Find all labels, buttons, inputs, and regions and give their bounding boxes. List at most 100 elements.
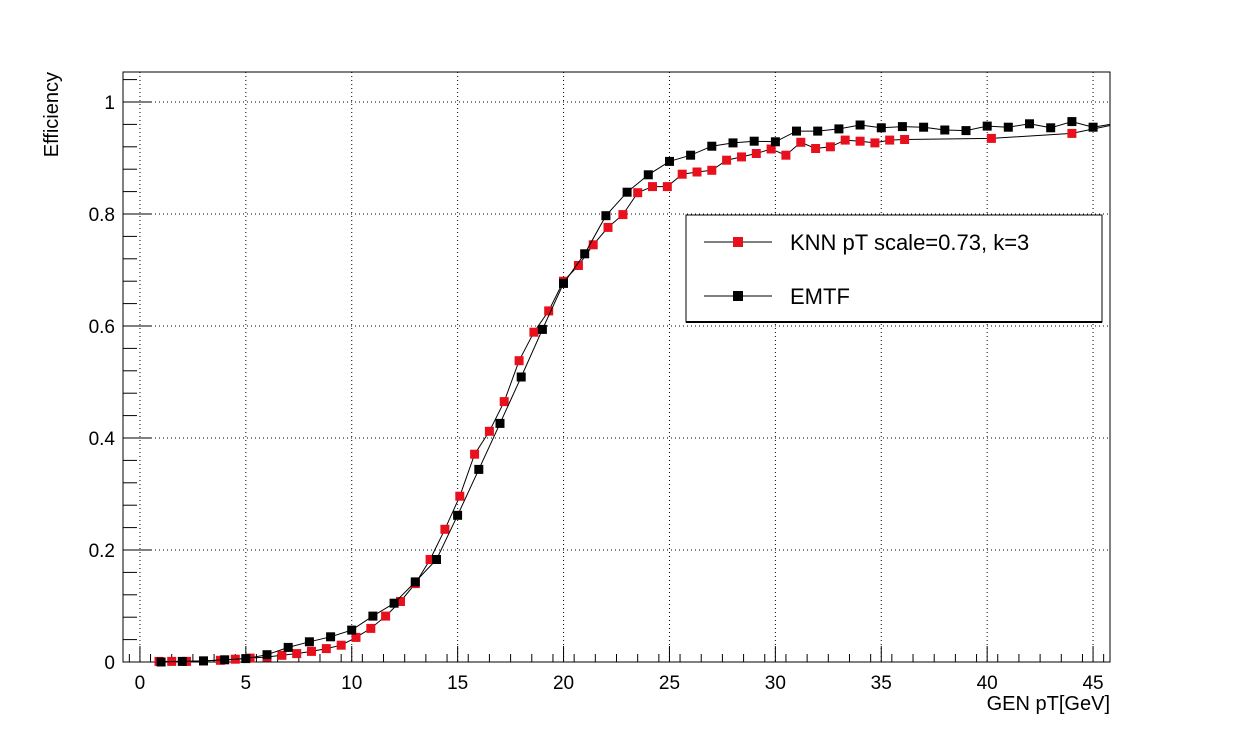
x-tick-label: 25 (659, 673, 680, 694)
y-tick-label: 0.8 (89, 205, 115, 226)
data-point-emtf (876, 123, 886, 133)
data-point-emtf (622, 187, 632, 197)
y-axis-title: Efficiency (41, 72, 63, 157)
data-point-knn (381, 611, 391, 621)
data-point-emtf (770, 137, 780, 147)
data-point-knn (885, 135, 895, 145)
data-point-knn (781, 150, 791, 160)
data-point-emtf (792, 126, 801, 136)
data-point-emtf (410, 577, 420, 587)
data-point-emtf (474, 464, 484, 474)
x-tick-label: 30 (765, 673, 786, 694)
y-tick-label: 0.4 (89, 429, 116, 450)
x-tick-label: 5 (241, 673, 252, 694)
data-point-knn (677, 169, 687, 179)
data-point-emtf (961, 126, 971, 136)
data-point-knn (396, 597, 405, 606)
data-point-knn (648, 182, 657, 192)
x-tick-label: 15 (447, 673, 468, 694)
data-point-emtf (1088, 122, 1098, 132)
data-point-emtf (1067, 117, 1077, 127)
data-point-emtf (283, 642, 293, 652)
data-point-emtf (855, 120, 865, 130)
data-point-emtf (156, 657, 166, 667)
data-point-knn (766, 144, 776, 154)
data-point-emtf (1003, 122, 1013, 132)
data-point-knn (588, 240, 598, 250)
y-tick-label: 1 (104, 93, 115, 114)
data-point-knn (618, 210, 628, 220)
series-line-emtf (161, 121, 1111, 663)
data-point-knn (796, 137, 806, 147)
data-point-knn (870, 138, 880, 148)
data-point-knn (425, 555, 435, 564)
x-tick-label: 20 (553, 673, 574, 694)
data-point-emtf (537, 324, 547, 334)
x-axis-title: GEN pT[GeV] (987, 693, 1110, 715)
data-point-knn (811, 144, 821, 153)
series-layer (154, 117, 1111, 667)
x-tick-label: 0 (135, 673, 146, 694)
x-tick-label: 35 (871, 673, 892, 694)
data-point-knn (633, 188, 643, 198)
data-point-emtf (199, 656, 208, 666)
data-point-knn (336, 640, 346, 650)
y-tick-label: 0.6 (89, 317, 115, 338)
data-point-emtf (368, 611, 378, 621)
x-tick-label: 40 (977, 673, 998, 694)
data-point-knn (455, 491, 465, 501)
data-point-knn (737, 152, 746, 162)
data-point-knn (351, 632, 361, 642)
data-point-knn (855, 136, 865, 146)
data-point-emtf (1046, 123, 1056, 133)
legend-marker-knn (733, 237, 743, 247)
data-point-knn (307, 646, 316, 656)
data-point-emtf (559, 278, 568, 288)
data-point-emtf (749, 136, 759, 146)
data-point-emtf (262, 650, 272, 660)
data-point-emtf (919, 122, 929, 132)
data-point-knn (277, 650, 287, 660)
data-point-emtf (177, 656, 187, 666)
data-point-knn (292, 649, 302, 659)
data-point-knn (529, 327, 539, 337)
data-point-knn (825, 142, 835, 152)
data-point-emtf (643, 170, 653, 180)
legend-box-shadow (686, 321, 1102, 323)
data-point-emtf (686, 150, 696, 160)
x-tick-label: 45 (1082, 673, 1103, 694)
data-point-emtf (220, 655, 230, 665)
data-point-knn (499, 397, 509, 407)
data-point-emtf (982, 121, 992, 131)
data-point-emtf (241, 654, 251, 664)
data-point-emtf (1025, 119, 1034, 129)
x-tick-label: 10 (341, 673, 362, 694)
legend-marker-emtf (733, 291, 743, 301)
data-point-emtf (326, 632, 336, 642)
data-point-emtf (665, 156, 674, 166)
data-point-emtf (707, 141, 717, 151)
data-point-knn (484, 426, 494, 436)
data-point-knn (707, 165, 717, 175)
data-point-knn (321, 644, 331, 654)
data-point-knn (1067, 128, 1077, 138)
data-point-knn (692, 167, 702, 177)
data-point-knn (470, 449, 480, 459)
data-point-emtf (834, 124, 844, 134)
grid-layer (123, 72, 1110, 662)
data-point-knn (366, 623, 376, 633)
data-point-knn (751, 149, 761, 158)
data-point-knn (514, 356, 524, 366)
data-point-emtf (304, 637, 314, 647)
data-point-emtf (728, 138, 738, 148)
data-point-emtf (897, 122, 907, 132)
data-point-emtf (432, 555, 441, 564)
y-tick-label: 0.2 (89, 541, 115, 562)
data-point-emtf (347, 625, 357, 635)
legend: KNN pT scale=0.73, k=3 EMTF (685, 214, 1103, 323)
data-point-knn (544, 306, 554, 316)
data-point-emtf (940, 125, 950, 135)
data-point-knn (900, 135, 910, 144)
data-point-knn (662, 182, 672, 192)
data-point-emtf (516, 372, 526, 382)
